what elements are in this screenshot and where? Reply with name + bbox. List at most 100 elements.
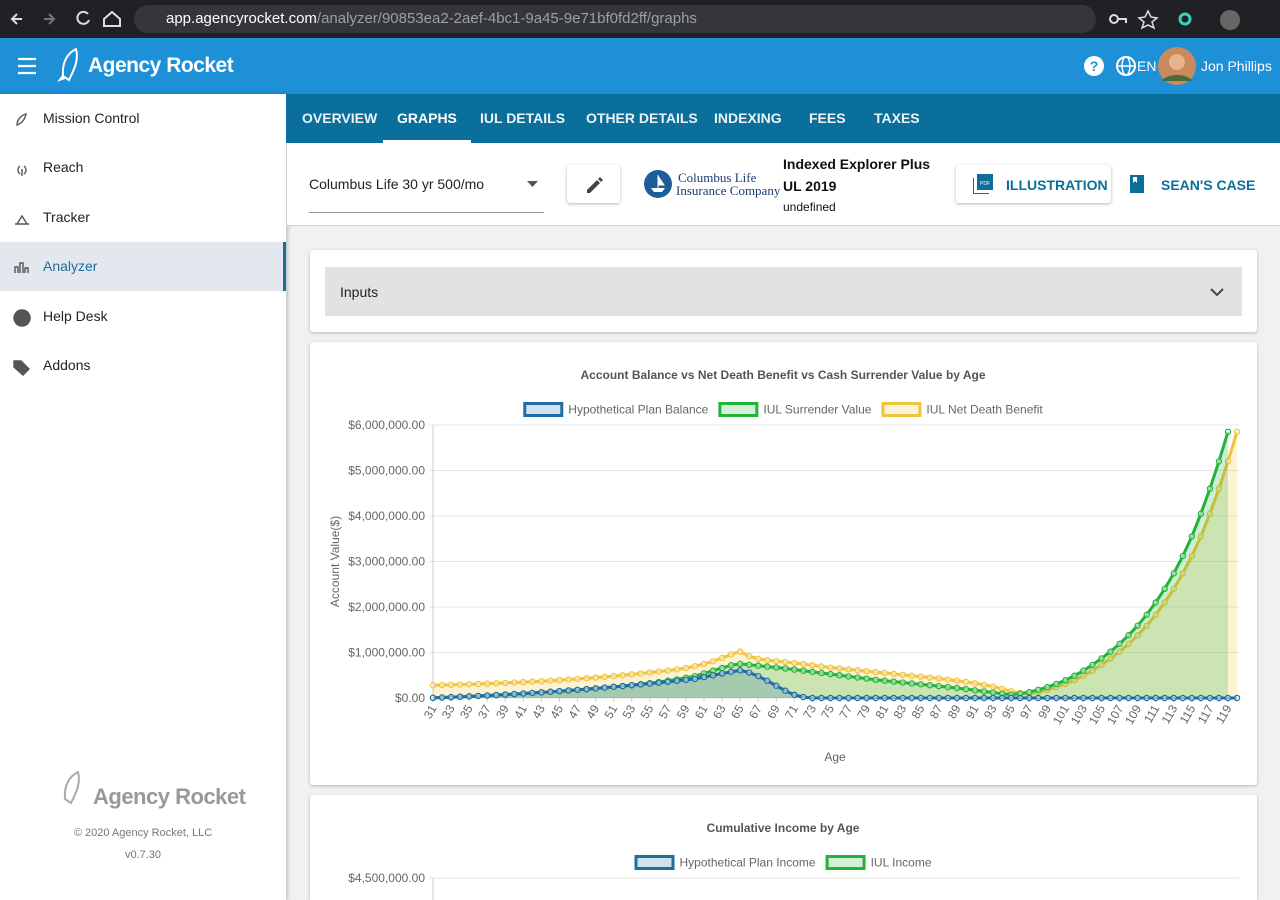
illustration-button[interactable]: PDF ILLUSTRATION	[956, 165, 1111, 203]
legend-label: IUL Surrender Value	[763, 403, 871, 417]
point	[574, 686, 581, 693]
address-bar[interactable]: app.agencyrocket.com/analyzer/90853ea2-2…	[134, 5, 1096, 33]
point	[755, 672, 762, 680]
nav-item[interactable]: Addons	[0, 341, 286, 390]
point	[1125, 632, 1132, 639]
point	[827, 664, 834, 671]
copyright: © 2020 Agency Rocket, LLC	[73, 827, 213, 839]
point	[1215, 694, 1223, 702]
point	[655, 679, 663, 686]
tab[interactable]: OVERVIEW	[302, 110, 378, 126]
x-tick-label: 89	[945, 702, 964, 721]
point	[1098, 661, 1105, 668]
tab[interactable]: IUL DETAILS	[480, 110, 566, 126]
x-tick-label: 117	[1195, 702, 1217, 726]
nav-item[interactable]: Reach	[0, 143, 286, 192]
x-tick-label: 63	[710, 702, 729, 721]
product-sub: undefined	[783, 200, 836, 214]
product-name: Indexed Explorer Plus UL 2019	[783, 156, 931, 194]
case-button[interactable]: SEAN'S CASE	[1161, 177, 1256, 193]
point	[1035, 694, 1042, 702]
point	[863, 675, 870, 682]
point	[899, 671, 906, 678]
legend-swatch	[881, 402, 922, 417]
plan-select[interactable]: Columbus Life 30 yr 500/mo	[309, 176, 485, 192]
point	[800, 667, 807, 674]
nav-item[interactable]: Help Desk	[0, 292, 286, 341]
point	[818, 663, 825, 670]
point	[1143, 611, 1150, 618]
point	[691, 662, 699, 670]
x-tick-label: 47	[565, 702, 584, 721]
tab[interactable]: TAXES	[874, 110, 920, 126]
y-tick-label: $4,500,000.00	[348, 871, 425, 885]
point	[1206, 694, 1214, 702]
point	[465, 693, 473, 700]
point	[484, 680, 491, 687]
point	[1116, 648, 1123, 655]
x-tick-label: 67	[746, 702, 765, 721]
point	[447, 681, 455, 689]
point	[1206, 485, 1214, 492]
point	[1044, 683, 1051, 691]
point	[619, 672, 626, 679]
point	[989, 694, 997, 702]
legend: Hypothetical Plan Balance IUL Surrender V…	[523, 402, 1043, 417]
user-name[interactable]: Jon Phillips	[1201, 58, 1272, 74]
point	[953, 684, 961, 692]
tab[interactable]: FEES	[809, 110, 846, 126]
nav-item[interactable]: Tracker	[0, 193, 286, 242]
tab[interactable]: GRAPHS	[383, 94, 471, 143]
y-tick-label: $1,000,000.00	[348, 646, 425, 660]
version: v0.7.30	[124, 849, 162, 861]
point	[944, 676, 952, 683]
point	[556, 687, 563, 695]
nav-icon	[15, 214, 29, 225]
point	[538, 677, 545, 685]
point	[1161, 585, 1168, 592]
y-tick-label: $0.00	[395, 691, 425, 705]
edit-button[interactable]	[567, 165, 620, 203]
legend-label: IUL Net Death Benefit	[926, 403, 1043, 417]
point	[998, 694, 1006, 702]
x-tick-label: 101	[1050, 702, 1072, 727]
point	[565, 687, 572, 694]
menu-button[interactable]	[17, 57, 37, 75]
point	[1152, 694, 1159, 702]
point	[773, 682, 780, 689]
chart-card: Account Balance vs Net Death Benefit vs …	[310, 342, 1257, 785]
y-tick-label: $5,000,000.00	[348, 464, 425, 478]
inputs-panel[interactable]: Inputs	[325, 267, 1242, 316]
point	[1134, 632, 1141, 639]
x-tick-label: 97	[1017, 702, 1036, 721]
point	[989, 689, 997, 696]
point	[601, 673, 608, 681]
point	[456, 693, 464, 700]
language[interactable]: EN	[1137, 58, 1157, 74]
point	[773, 664, 780, 671]
point	[1161, 599, 1168, 606]
point	[1179, 694, 1186, 702]
point	[800, 660, 807, 668]
svg-text:PDF: PDF	[980, 181, 990, 187]
tab[interactable]: OTHER DETAILS	[586, 110, 698, 126]
point	[628, 682, 635, 689]
point	[655, 668, 663, 675]
nav-icon	[17, 165, 27, 177]
point	[1116, 640, 1123, 648]
point	[791, 666, 798, 673]
avatar[interactable]	[1158, 47, 1196, 85]
point	[1044, 694, 1051, 702]
nav-item[interactable]: Analyzer	[0, 242, 286, 292]
browser-icons	[1109, 9, 1240, 30]
point	[529, 678, 536, 685]
point	[899, 694, 906, 702]
point	[1098, 655, 1105, 662]
x-tick-label: 51	[601, 702, 620, 721]
tab[interactable]: INDEXING	[714, 110, 782, 126]
nav-item[interactable]: Mission Control	[0, 94, 286, 143]
point	[890, 678, 897, 685]
point	[474, 692, 482, 700]
point	[845, 694, 852, 702]
nav-icon	[13, 308, 31, 327]
